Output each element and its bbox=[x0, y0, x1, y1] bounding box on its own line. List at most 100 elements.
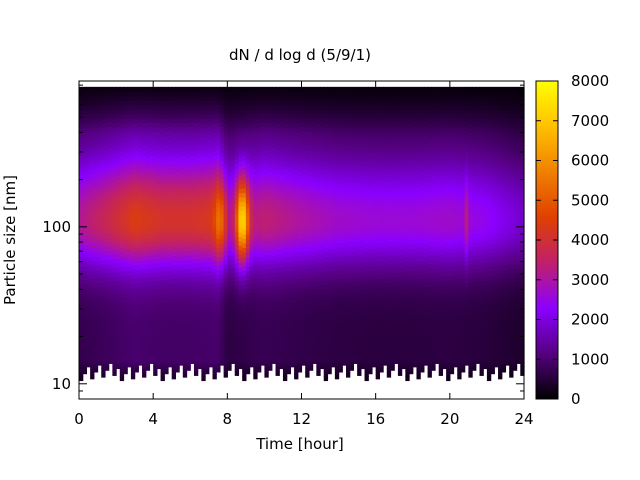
heatmap-cell bbox=[175, 305, 180, 311]
heatmap-cell bbox=[149, 199, 154, 205]
heatmap-cell bbox=[175, 135, 180, 141]
heatmap-cell bbox=[208, 130, 214, 136]
heatmap-cell bbox=[171, 141, 177, 147]
heatmap-cell bbox=[164, 180, 169, 187]
heatmap-cell bbox=[279, 267, 284, 273]
heatmap-cell bbox=[238, 232, 243, 238]
heatmap-cell bbox=[208, 200, 214, 206]
heatmap-cell bbox=[301, 143, 306, 149]
heatmap-cell bbox=[338, 260, 343, 266]
heatmap-cell bbox=[142, 231, 147, 238]
heatmap-cell bbox=[312, 160, 317, 166]
heatmap-cell bbox=[264, 245, 269, 251]
heatmap-cell bbox=[312, 181, 317, 187]
heatmap-cell bbox=[323, 256, 329, 262]
heatmap-cell bbox=[138, 165, 143, 171]
heatmap-cell bbox=[138, 221, 143, 227]
heatmap-cell bbox=[208, 261, 214, 267]
heatmap-cell bbox=[108, 207, 113, 213]
heatmap-cell bbox=[168, 200, 173, 206]
heatmap-cell bbox=[346, 182, 351, 188]
heatmap-cell bbox=[290, 174, 295, 180]
heatmap-cell bbox=[212, 210, 217, 216]
heatmap-cell bbox=[93, 153, 99, 159]
heatmap-cell bbox=[145, 255, 151, 261]
heatmap-cell bbox=[145, 246, 151, 252]
heatmap-cell bbox=[223, 309, 228, 315]
heatmap-cell bbox=[268, 352, 273, 358]
heatmap-cell bbox=[342, 112, 347, 118]
heatmap-cell bbox=[264, 318, 269, 324]
heatmap-cell bbox=[316, 204, 321, 210]
heatmap-cell bbox=[275, 131, 280, 138]
heatmap-cell bbox=[182, 86, 188, 92]
heatmap-cell bbox=[130, 91, 136, 97]
heatmap-cell bbox=[116, 179, 121, 185]
heatmap-cell bbox=[205, 185, 210, 191]
heatmap-cell bbox=[231, 134, 236, 140]
heatmap-cell bbox=[101, 177, 106, 183]
heatmap-cell bbox=[164, 324, 169, 330]
heatmap-cell bbox=[197, 232, 202, 238]
heatmap-cell bbox=[205, 275, 210, 281]
heatmap-cell bbox=[145, 321, 151, 327]
heatmap-cell bbox=[316, 343, 321, 349]
heatmap-cell bbox=[104, 330, 110, 336]
heatmap-cell bbox=[308, 113, 314, 119]
heatmap-cell bbox=[346, 186, 351, 192]
heatmap-cell bbox=[364, 320, 369, 327]
heatmap-cell bbox=[112, 253, 117, 259]
heatmap-cell bbox=[168, 296, 173, 302]
heatmap-cell bbox=[179, 156, 184, 162]
heatmap-cell bbox=[357, 127, 362, 133]
heatmap-cell bbox=[93, 345, 99, 351]
heatmap-cell bbox=[245, 337, 251, 343]
heatmap-cell bbox=[320, 86, 325, 92]
heatmap-cell bbox=[182, 191, 188, 197]
heatmap-cell bbox=[297, 198, 303, 204]
heatmap-cell bbox=[164, 149, 169, 155]
heatmap-cell bbox=[238, 267, 243, 273]
heatmap-cell bbox=[108, 130, 113, 135]
heatmap-cell bbox=[323, 238, 329, 244]
heatmap-cell bbox=[116, 306, 121, 312]
heatmap-cell bbox=[227, 343, 232, 349]
heatmap-cell bbox=[119, 137, 125, 143]
heatmap-cell bbox=[216, 327, 221, 333]
heatmap-cell bbox=[86, 218, 91, 224]
heatmap-cell bbox=[242, 118, 247, 125]
heatmap-cell bbox=[275, 343, 280, 349]
heatmap-cell bbox=[249, 204, 254, 210]
heatmap-cell bbox=[257, 345, 262, 351]
heatmap-cell bbox=[86, 274, 91, 280]
heatmap-cell bbox=[323, 141, 329, 148]
heatmap-cell bbox=[342, 282, 347, 288]
heatmap-cell bbox=[320, 320, 325, 326]
heatmap-cell bbox=[97, 165, 102, 171]
heatmap-cell bbox=[342, 247, 347, 253]
heatmap-cell bbox=[231, 186, 236, 192]
heatmap-cell bbox=[197, 166, 202, 172]
heatmap-cell bbox=[145, 175, 151, 181]
heatmap-cell bbox=[179, 278, 184, 284]
heatmap-cell bbox=[234, 208, 240, 214]
heatmap-cell bbox=[90, 173, 95, 179]
heatmap-cell bbox=[134, 162, 139, 168]
heatmap-cell bbox=[123, 118, 128, 124]
heatmap-cell bbox=[257, 327, 262, 333]
heatmap-cell bbox=[156, 227, 162, 233]
heatmap-cell bbox=[160, 146, 165, 152]
heatmap-cell bbox=[353, 298, 358, 304]
heatmap-cell bbox=[208, 218, 214, 224]
heatmap-cell bbox=[294, 182, 299, 188]
heatmap-cell bbox=[142, 213, 147, 219]
heatmap-cell bbox=[149, 143, 154, 148]
heatmap-cell bbox=[127, 309, 132, 315]
heatmap-cell bbox=[149, 220, 154, 226]
heatmap-cell bbox=[271, 91, 277, 97]
heatmap-cell bbox=[331, 99, 336, 105]
heatmap-cell bbox=[130, 182, 136, 188]
heatmap-cell bbox=[149, 311, 154, 317]
heatmap-cell bbox=[301, 99, 306, 105]
heatmap-cell bbox=[216, 296, 221, 302]
